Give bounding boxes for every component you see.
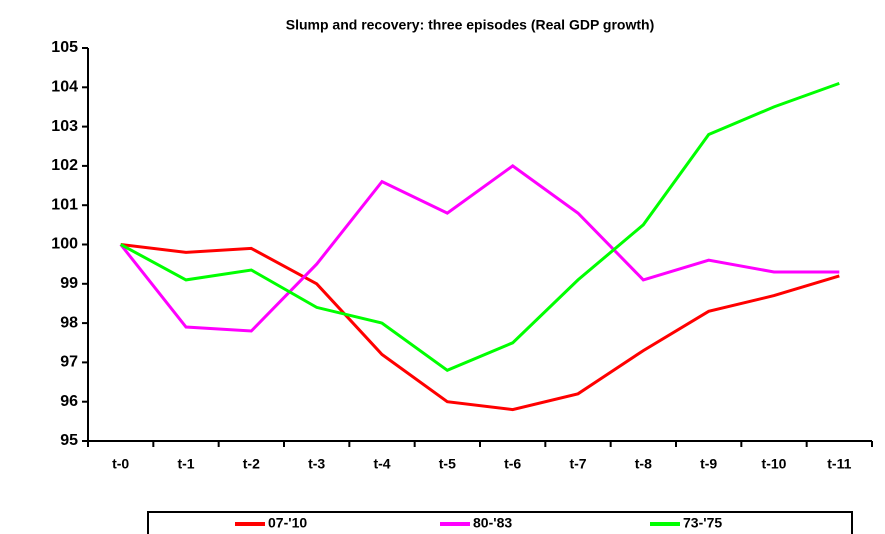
x-tick-label: t-4 — [373, 456, 390, 472]
x-tick-label: t-1 — [177, 456, 194, 472]
x-tick-label: t-8 — [635, 456, 652, 472]
x-tick-label: t-9 — [700, 456, 717, 472]
y-tick-label: 104 — [51, 79, 78, 96]
legend-label: 80-'83 — [473, 515, 512, 531]
x-tick-label: t-6 — [504, 456, 521, 472]
y-tick-label: 105 — [51, 39, 78, 56]
x-tick-label: t-7 — [569, 456, 586, 472]
y-tick-label: 103 — [51, 118, 78, 135]
y-tick-label: 95 — [60, 432, 78, 449]
y-tick-label: 99 — [60, 275, 78, 292]
x-tick-label: t-3 — [308, 456, 325, 472]
legend-box — [147, 511, 853, 534]
legend-label: 07-'10 — [268, 515, 307, 531]
legend-label: 73-'75 — [683, 515, 722, 531]
x-tick-label: t-11 — [827, 456, 851, 472]
x-tick-label: t-10 — [762, 456, 787, 472]
y-tick-label: 96 — [60, 393, 78, 410]
series-line — [119, 164, 840, 333]
chart-title: Slump and recovery: three episodes (Real… — [286, 17, 655, 33]
y-tick-label: 98 — [60, 314, 78, 331]
x-tick-label: t-5 — [439, 456, 456, 472]
x-tick-label: t-0 — [112, 456, 129, 472]
series-line — [119, 81, 840, 373]
y-tick-label: 102 — [51, 157, 78, 174]
y-tick-label: 97 — [60, 354, 78, 371]
x-tick-label: t-2 — [243, 456, 260, 472]
y-tick-label: 101 — [51, 196, 78, 213]
series-line — [120, 243, 840, 412]
y-tick-label: 100 — [51, 236, 78, 253]
